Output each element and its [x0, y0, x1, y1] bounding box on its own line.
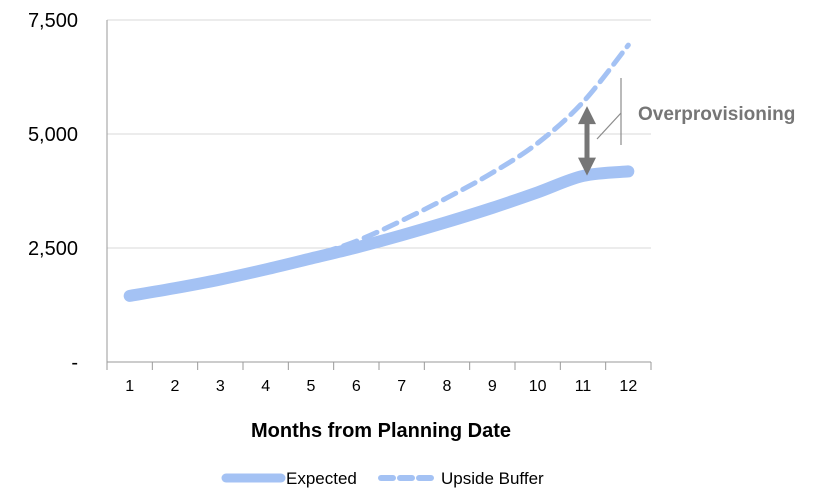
x-tick-label: 7: [397, 378, 406, 395]
x-tick-label: 2: [171, 378, 180, 395]
x-tick-label: 6: [352, 378, 361, 395]
x-tick-label: 12: [619, 378, 637, 395]
y-tick-labels: - 2,500 5,000 7,500: [28, 10, 78, 374]
series-line-expected: [123, 165, 635, 302]
x-axis-title: Months from Planning Date: [251, 420, 511, 442]
annotation-label: Overprovisioning: [638, 104, 795, 125]
series-lines: [123, 42, 635, 302]
x-tick-label: 4: [261, 378, 270, 395]
annotation-leader-line: [596, 112, 622, 140]
x-tick-label: 8: [443, 378, 452, 395]
series-line-upside-buffer: [127, 42, 631, 299]
legend: Expected Upside Buffer: [221, 469, 544, 488]
annotation: Overprovisioning: [578, 78, 795, 176]
legend-label-upside-buffer: Upside Buffer: [441, 469, 544, 488]
x-tick-label: 10: [529, 378, 547, 395]
overprovisioning-arrow-head-up: [578, 106, 596, 125]
grid-lines: [107, 19, 651, 249]
y-tick-label: 7,500: [28, 10, 78, 32]
x-tick-label: 5: [307, 378, 316, 395]
overprovisioning-arrow-head-down: [578, 157, 596, 176]
axes: [106, 20, 652, 370]
x-tick-label: 3: [216, 378, 225, 395]
y-tick-label: 2,500: [28, 238, 78, 260]
x-tick-label: 1: [125, 378, 134, 395]
x-tick-label: 11: [575, 378, 592, 395]
x-tick-labels: 1 2 3 4 5 6 7 8 9 10 11 12: [125, 378, 637, 395]
y-tick-label: 5,000: [28, 124, 78, 146]
x-tick-label: 9: [488, 378, 497, 395]
y-tick-label: -: [71, 352, 78, 374]
legend-label-expected: Expected: [286, 469, 357, 488]
